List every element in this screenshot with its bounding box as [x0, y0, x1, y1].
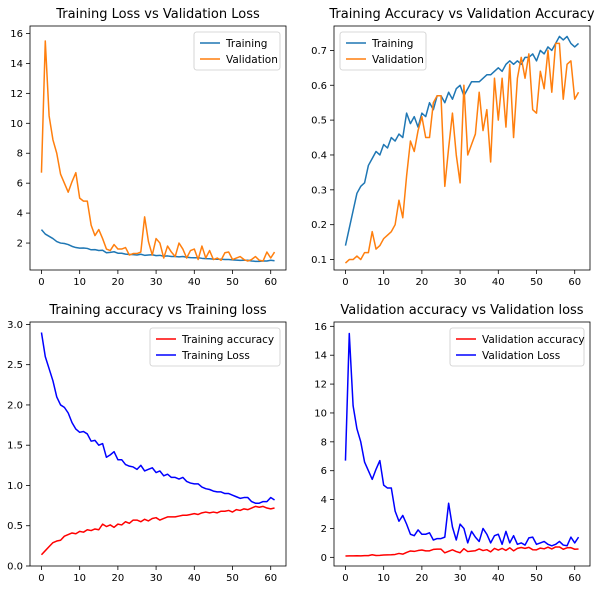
- x-tick-label: 0: [38, 573, 44, 584]
- x-tick-label: 10: [377, 573, 390, 584]
- legend: Training Validation: [339, 31, 427, 71]
- x-tick-label: 20: [416, 573, 429, 584]
- y-tick-label: 1.0: [7, 481, 23, 492]
- y-tick-label: 14: [314, 351, 327, 362]
- x-tick-label: 30: [454, 573, 467, 584]
- y-tick-label: 10: [10, 119, 23, 130]
- x-tick-label: 60: [264, 573, 277, 584]
- y-tick-label: 10: [314, 408, 327, 419]
- x-tick-label: 40: [188, 277, 201, 288]
- x-tick-label: 10: [377, 277, 390, 288]
- y-tick-label: 0.5: [7, 521, 23, 532]
- x-tick-label: 40: [492, 573, 505, 584]
- y-tick-label: 2: [321, 524, 327, 535]
- y-tick-label: 3.0: [7, 320, 23, 331]
- y-tick-label: 0: [321, 553, 327, 564]
- x-tick-label: 20: [416, 277, 429, 288]
- x-tick-label: 30: [454, 277, 467, 288]
- x-tick-label: 20: [112, 277, 125, 288]
- chart-title: Training accuracy vs Training loss: [48, 303, 267, 318]
- chart-title: Training Loss vs Validation Loss: [55, 7, 260, 22]
- series-line-1: [40, 505, 275, 556]
- legend-entry: Training accuracy: [181, 334, 274, 346]
- x-tick-label: 40: [492, 277, 505, 288]
- y-tick-label: 8: [17, 149, 23, 160]
- x-tick-label: 60: [568, 277, 581, 288]
- y-tick-label: 2: [17, 239, 23, 250]
- legend-box: [449, 327, 585, 367]
- x-tick-label: 10: [73, 573, 86, 584]
- y-tick-label: 6: [17, 179, 23, 190]
- legend-entry: Validation Loss: [482, 350, 560, 362]
- y-tick-label: 0.4: [311, 150, 327, 161]
- series-line-1: [344, 35, 580, 246]
- x-tick-label: 0: [342, 573, 348, 584]
- y-tick-label: 16: [10, 29, 23, 40]
- y-tick-label: 12: [314, 380, 327, 391]
- series-line-2: [40, 40, 276, 262]
- plot-frame: [333, 25, 591, 271]
- legend-entry: Training Loss: [181, 350, 250, 362]
- x-tick-label: 50: [530, 277, 543, 288]
- y-tick-label: 14: [10, 59, 23, 70]
- legend-entry: Training: [225, 38, 267, 50]
- y-tick-label: 0.7: [311, 46, 327, 57]
- legend: Training accuracy Training Loss: [149, 327, 281, 367]
- y-tick-label: 0.5: [311, 116, 327, 127]
- legend: Validation accuracy Validation Loss: [449, 327, 585, 367]
- y-tick-label: 16: [314, 322, 327, 333]
- legend-entry: Validation: [226, 54, 278, 66]
- series-line-1: [345, 546, 579, 557]
- x-tick-label: 50: [226, 573, 239, 584]
- y-tick-label: 4: [17, 209, 23, 220]
- series-line-2: [40, 332, 275, 504]
- chart-4: Validation accuracy vs Validation loss 0 1…: [314, 303, 591, 584]
- legend-box: [339, 31, 427, 71]
- chart-2: Training Accuracy vs Validation Accuracy…: [311, 7, 595, 288]
- y-tick-label: 2.5: [7, 360, 23, 371]
- chart-title: Training Accuracy vs Validation Accuracy: [328, 7, 594, 22]
- plot-frame: [29, 321, 287, 567]
- x-tick-label: 20: [112, 573, 125, 584]
- y-tick-label: 12: [10, 89, 23, 100]
- series-line-2: [344, 42, 580, 264]
- series-line-2: [344, 332, 580, 547]
- plot-frame: [333, 321, 591, 567]
- legend-entry: Training: [371, 38, 413, 50]
- y-tick-label: 4: [321, 495, 327, 506]
- plot-frame: [29, 25, 287, 271]
- x-tick-label: 30: [150, 573, 163, 584]
- legend-entry: Validation: [372, 54, 424, 66]
- y-tick-label: 2.0: [7, 400, 23, 411]
- y-tick-label: 0.1: [311, 255, 327, 266]
- y-tick-label: 6: [321, 466, 327, 477]
- series-line-1: [40, 229, 275, 263]
- legend: Training Validation: [193, 31, 281, 71]
- y-tick-label: 0.0: [7, 562, 23, 573]
- x-tick-label: 40: [188, 573, 201, 584]
- x-tick-label: 60: [264, 277, 277, 288]
- legend-box: [193, 31, 281, 71]
- legend-box: [149, 327, 281, 367]
- x-tick-label: 0: [38, 277, 44, 288]
- x-tick-label: 50: [226, 277, 239, 288]
- x-tick-label: 50: [530, 573, 543, 584]
- chart-3: Training accuracy vs Training loss 0 10 20 3…: [7, 303, 287, 584]
- y-tick-label: 0.2: [311, 220, 327, 231]
- x-tick-label: 0: [342, 277, 348, 288]
- y-tick-label: 0.6: [311, 81, 327, 92]
- chart-title: Validation accuracy vs Validation loss: [340, 303, 583, 318]
- legend-entry: Validation accuracy: [482, 334, 585, 346]
- y-tick-label: 0.3: [311, 185, 327, 196]
- x-tick-label: 30: [150, 277, 163, 288]
- chart-1: Training Loss vs Validation Loss 0 10 20 30 4…: [10, 7, 287, 288]
- y-tick-label: 8: [321, 437, 327, 448]
- x-tick-label: 60: [568, 573, 581, 584]
- x-tick-label: 10: [73, 277, 86, 288]
- y-tick-label: 1.5: [7, 441, 23, 452]
